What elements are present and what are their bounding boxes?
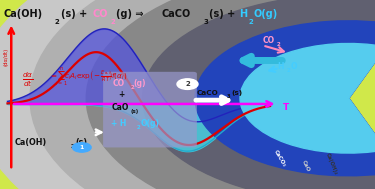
Wedge shape <box>206 26 375 170</box>
Text: (s): (s) <box>75 138 87 147</box>
Text: CaCO: CaCO <box>161 9 190 19</box>
Text: Ca(OH): Ca(OH) <box>4 9 43 19</box>
Text: (s) +: (s) + <box>61 9 91 19</box>
Text: O(g): O(g) <box>254 9 278 19</box>
Text: CaCO: CaCO <box>197 91 219 96</box>
Text: 2: 2 <box>248 19 253 25</box>
Circle shape <box>177 79 198 89</box>
Text: 2: 2 <box>130 85 134 90</box>
Text: CaO: CaO <box>112 103 129 112</box>
Text: $\frac{d\alpha}{dt}$: $\frac{d\alpha}{dt}$ <box>22 70 34 89</box>
Text: CaCO₃: CaCO₃ <box>273 149 286 167</box>
FancyBboxPatch shape <box>103 72 197 147</box>
Wedge shape <box>195 21 375 176</box>
Text: CO: CO <box>262 36 274 46</box>
Text: CaO: CaO <box>301 160 310 173</box>
Text: 2: 2 <box>54 19 59 25</box>
Text: 2: 2 <box>277 42 280 47</box>
Text: (s): (s) <box>131 109 139 114</box>
Wedge shape <box>240 43 375 153</box>
Wedge shape <box>142 0 375 189</box>
Text: 1: 1 <box>80 145 84 150</box>
Wedge shape <box>248 47 375 149</box>
Text: CO: CO <box>112 79 125 88</box>
Text: (g) ⇒: (g) ⇒ <box>116 9 146 19</box>
Text: O: O <box>291 62 297 71</box>
Text: O(g): O(g) <box>141 119 160 128</box>
Text: H: H <box>278 62 284 71</box>
Text: (s): (s) <box>231 91 242 96</box>
Text: H: H <box>239 9 248 19</box>
Text: (g): (g) <box>134 79 146 88</box>
Text: 2: 2 <box>185 81 190 88</box>
Wedge shape <box>30 0 375 189</box>
Text: T: T <box>283 103 290 112</box>
Text: 2: 2 <box>70 144 74 149</box>
Text: $=\!\!\sum_{i=1}^{n}\!\!c_iA_i\exp\!\left(\!-\frac{E_{a,i}}{RT}\!\right)\!f(\alp: $=\!\!\sum_{i=1}^{n}\!\!c_iA_i\exp\!\lef… <box>49 65 127 88</box>
Text: CO: CO <box>93 9 108 19</box>
Text: 2: 2 <box>287 68 291 73</box>
Text: 3: 3 <box>204 19 209 25</box>
Wedge shape <box>86 0 375 189</box>
Text: (dα/dt): (dα/dt) <box>3 47 9 66</box>
Text: 3: 3 <box>227 94 231 99</box>
Text: 2: 2 <box>110 19 115 25</box>
Text: Ca(OH)₂: Ca(OH)₂ <box>325 152 339 176</box>
Text: +: + <box>118 90 124 99</box>
Text: (s) +: (s) + <box>209 9 239 19</box>
Circle shape <box>72 143 91 152</box>
Text: Ca(OH): Ca(OH) <box>15 138 47 147</box>
Text: 2: 2 <box>136 125 140 129</box>
Text: + H: + H <box>111 119 126 128</box>
